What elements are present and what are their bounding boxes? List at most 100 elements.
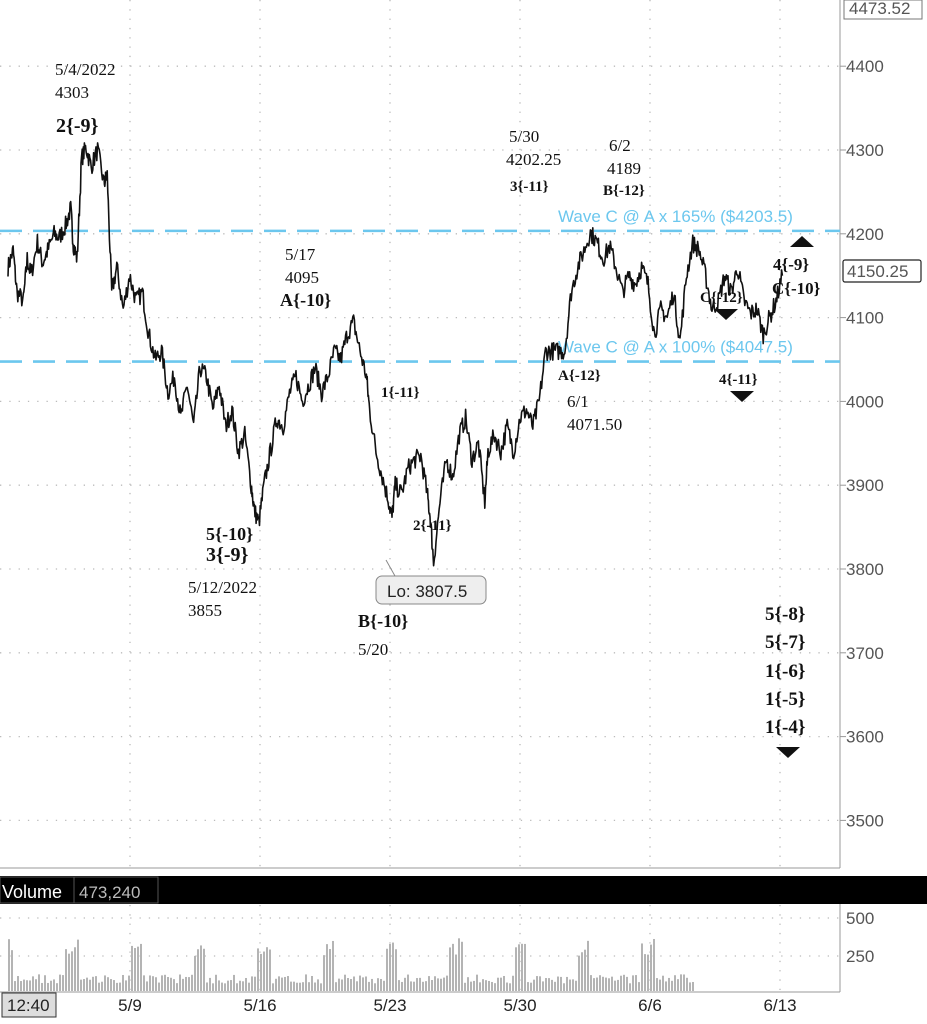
x-tick-label: 5/9: [118, 996, 142, 1015]
volume-bar: [62, 975, 64, 991]
volume-bar: [455, 954, 457, 991]
volume-bar: [560, 976, 562, 991]
wave-level-label: Wave C @ A x 165% ($4203.5): [558, 207, 793, 226]
annot-5-4-wave: 2{-9}: [56, 115, 99, 137]
target-c10-label: C{-10}: [772, 279, 821, 298]
volume-bar: [8, 939, 10, 991]
volume-bar: [389, 943, 391, 991]
volume-bar: [209, 977, 211, 991]
volume-bar: [530, 982, 532, 991]
volume-bar: [521, 943, 523, 991]
y-tick-label: 4200: [846, 225, 884, 244]
annot-5-20-date: 5/20: [358, 640, 388, 659]
volume-bar: [536, 976, 538, 991]
volume-bar: [344, 974, 346, 991]
volume-bar: [233, 974, 235, 991]
volume-bar: [461, 941, 463, 991]
volume-bar: [89, 979, 91, 991]
volume-bar: [281, 977, 283, 991]
volume-bar: [401, 981, 403, 991]
volume-bar: [17, 976, 19, 991]
volume-bar: [254, 976, 256, 991]
volume-bar: [341, 979, 343, 991]
volume-bar: [326, 944, 328, 991]
volume-bar: [227, 980, 229, 991]
volume-bar: [278, 976, 280, 991]
volume-bar: [158, 982, 160, 991]
annot-6-1-price: 4071.50: [567, 415, 622, 434]
wave-levels: Wave C @ A x 165% ($4203.5) Wave C @ A x …: [0, 207, 840, 363]
x-tick-label: 6/13: [763, 996, 796, 1015]
volume-bar: [338, 978, 340, 991]
volume-bar: [29, 980, 31, 991]
annot-5-12-date: 5/12/2022: [188, 578, 257, 597]
stack-label: 1{-5}: [765, 689, 805, 710]
volume-bar: [608, 978, 610, 991]
annot-2-11: 2{-11}: [413, 518, 452, 534]
volume-bar: [119, 982, 121, 991]
stack-label: 5{-8}: [765, 604, 805, 625]
volume-bar: [83, 979, 85, 991]
volume-bar: [548, 978, 550, 991]
volume-bar: [617, 979, 619, 991]
time-axis-bg: [0, 992, 927, 1024]
volume-bar: [239, 980, 241, 991]
volume-bar: [86, 977, 88, 991]
volume-bar: [449, 947, 451, 991]
volume-bar: [488, 980, 490, 991]
volume-bar: [437, 978, 439, 991]
volume-bar: [533, 979, 535, 991]
volume-bar: [200, 945, 202, 991]
volume-bar: [131, 945, 133, 991]
y-axis-ticks: 3500 3600 3700 3800 3900 4000 4100 4200 4300 4400: [840, 57, 884, 830]
annot-5-12-price: 3855: [188, 601, 222, 620]
current-price-label: 4150.25: [847, 262, 908, 281]
annot-6-1-wave: A{-12}: [558, 368, 601, 384]
down-triangle-icon: [714, 309, 738, 320]
volume-bar: [179, 974, 181, 991]
volume-bar: [383, 980, 385, 991]
volume-bar: [44, 975, 46, 991]
volume-bar: [623, 974, 625, 991]
volume-bar: [71, 951, 73, 991]
volume-bar: [650, 944, 652, 991]
volume-bar: [257, 948, 259, 991]
volume-bar: [269, 949, 271, 991]
volume-bar: [404, 977, 406, 991]
volume-bar: [161, 975, 163, 991]
target-4-9-label: 4{-9}: [773, 255, 809, 274]
volume-bar: [587, 940, 589, 991]
volume-bar: [320, 983, 322, 991]
volume-bar: [53, 979, 55, 991]
y-tick-label: 3600: [846, 728, 884, 747]
volume-bar: [113, 980, 115, 991]
volume-bar: [425, 981, 427, 991]
volume-bar: [38, 974, 40, 991]
volume-bar: [134, 948, 136, 991]
volume-bar: [143, 975, 145, 991]
volume-bar: [434, 976, 436, 991]
volume-bar: [635, 975, 637, 991]
volume-bar: [302, 982, 304, 991]
x-axis-ticks: 5/9 5/16 5/23 5/30 6/6 6/13: [118, 996, 796, 1015]
volume-bar: [290, 981, 292, 991]
volume-bar: [188, 977, 190, 991]
volume-bar: [680, 974, 682, 991]
volume-bar: [11, 950, 13, 991]
volume-bar: [584, 949, 586, 991]
volume-bar: [476, 974, 478, 991]
volume-bar: [416, 978, 418, 991]
volume-bar: [215, 974, 217, 991]
volume-bar: [407, 974, 409, 991]
volume-bar: [260, 953, 262, 991]
volume-bar: [242, 981, 244, 991]
lo-callout-pointer: [385, 559, 396, 577]
volume-bar: [446, 975, 448, 991]
volume-bar: [365, 976, 367, 991]
volume-value-box: [73, 876, 159, 904]
annot-5-17-price: 4095: [285, 268, 319, 287]
volume-bar: [308, 982, 310, 991]
volume-bars: [8, 938, 694, 991]
volume-bar: [230, 980, 232, 991]
volume-bar: [284, 976, 286, 991]
